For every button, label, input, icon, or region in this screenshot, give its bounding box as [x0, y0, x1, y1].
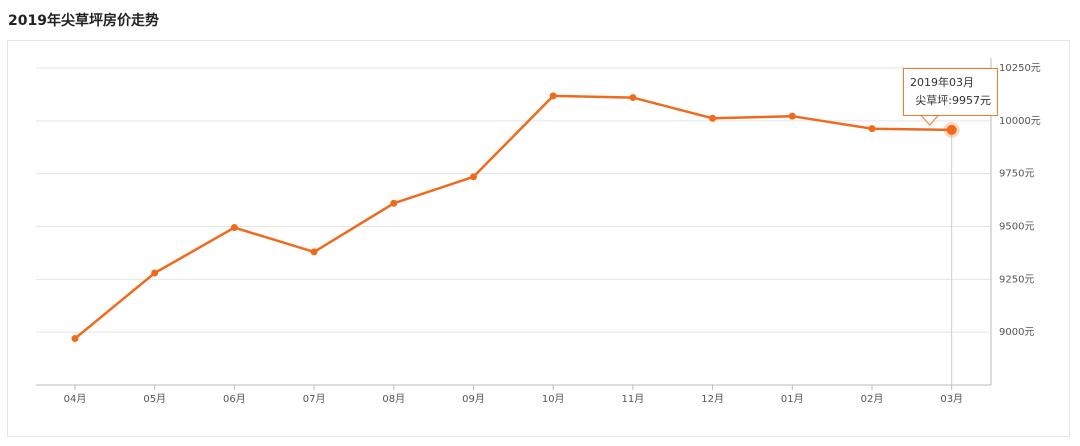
series-layer [71, 92, 960, 343]
x-tick-label: 05月 [143, 393, 166, 405]
grid-lines [36, 67, 991, 333]
data-tooltip: 2019年03月 尖草坪:9957元 [903, 68, 998, 116]
x-tick-label: 06月 [223, 393, 246, 405]
hover-crosshair [920, 114, 953, 385]
data-point[interactable] [868, 125, 876, 133]
chart-panel [7, 40, 1070, 437]
tooltip-pointer [920, 114, 940, 126]
data-point[interactable] [629, 94, 637, 102]
data-point[interactable] [549, 92, 557, 100]
y-tick-label: 10250元 [999, 63, 1041, 74]
x-tick-label: 07月 [303, 393, 326, 405]
x-tick-label: 04月 [64, 393, 87, 405]
data-point[interactable] [230, 224, 238, 232]
x-tick-label: 02月 [861, 393, 884, 405]
x-tick-label: 11月 [622, 393, 645, 405]
y-tick-label: 9250元 [999, 274, 1034, 285]
tooltip-title: 2019年03月 [910, 76, 974, 89]
x-tick-label: 01月 [781, 393, 804, 405]
tooltip-value: 尖草坪:9957元 [915, 94, 991, 107]
y-tick-label: 10000元 [999, 116, 1041, 127]
data-point[interactable] [151, 269, 159, 277]
y-tick-labels: 9000元 9250元 9500元 9750元 10000元 10250元 [999, 63, 1041, 338]
data-point[interactable] [470, 173, 477, 181]
chart-title: 2019年尖草坪房价走势 [8, 13, 159, 29]
x-tick-label: 10月 [542, 393, 565, 405]
y-tick-label: 9750元 [999, 169, 1034, 180]
x-tick-label: 03月 [940, 393, 963, 405]
axes [36, 58, 992, 390]
series-line [74, 94, 952, 340]
data-point[interactable] [310, 248, 318, 256]
x-tick-labels: 04月 05月 06月 07月 08月 09月 10月 11月 12月 01月 02月 03月 [64, 393, 963, 405]
data-point[interactable] [390, 199, 398, 207]
data-point[interactable] [71, 335, 79, 343]
x-tick-label: 12月 [701, 393, 724, 405]
x-tick-label: 08月 [382, 393, 405, 405]
data-point[interactable] [946, 124, 957, 135]
x-tick-label: 09月 [462, 393, 485, 405]
y-tick-label: 9500元 [999, 222, 1034, 233]
y-tick-label: 9000元 [999, 327, 1034, 338]
data-point[interactable] [709, 114, 717, 122]
data-point[interactable] [788, 112, 796, 120]
